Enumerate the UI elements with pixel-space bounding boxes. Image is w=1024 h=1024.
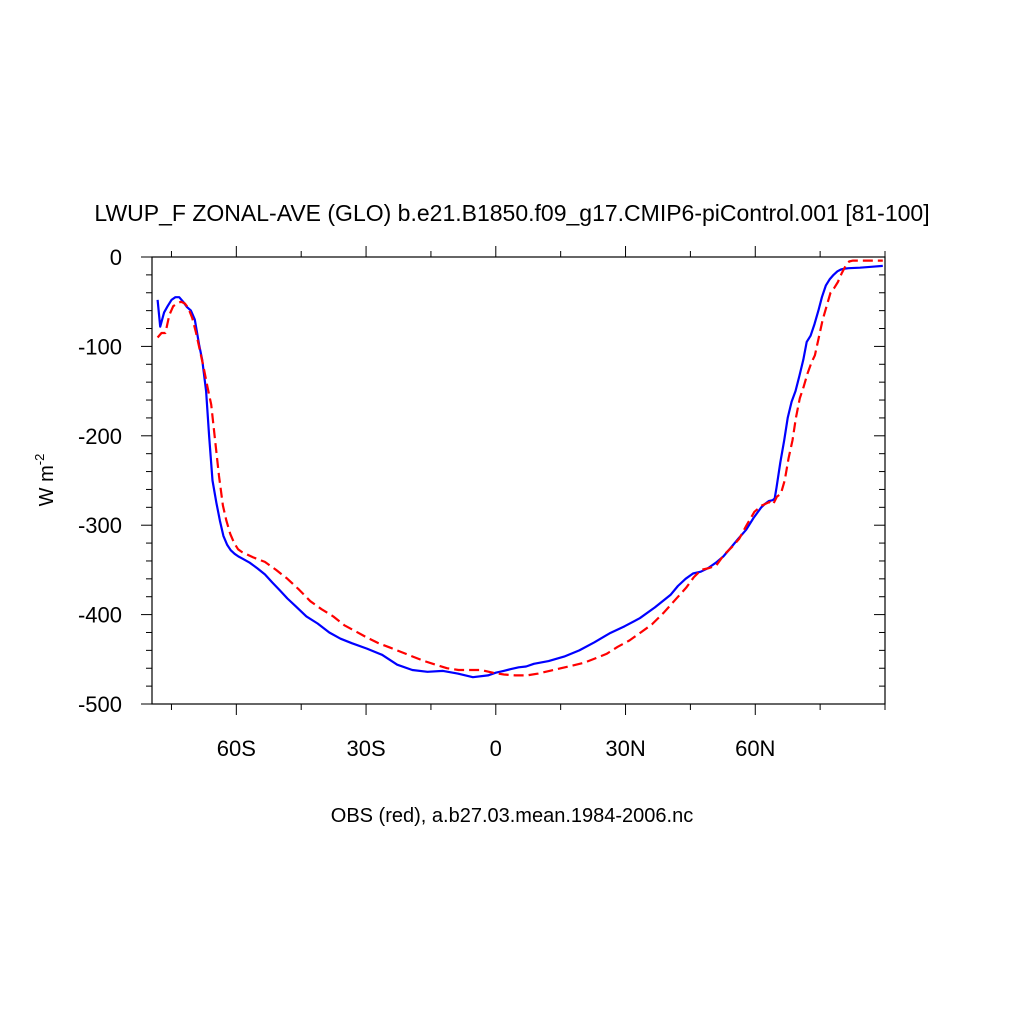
plot-series xyxy=(156,259,883,679)
series-line-model xyxy=(156,264,883,679)
x-axis-ticks: 60S 30S 0 30N 60N xyxy=(170,246,886,761)
y-tick-label: -100 xyxy=(78,334,122,359)
x-tick-label: 30S xyxy=(346,736,385,761)
y-tick-label: 0 xyxy=(110,245,122,270)
y-axis-label-superscript: -2 xyxy=(32,454,47,466)
y-tick-label: -400 xyxy=(78,603,122,628)
series-line-obs xyxy=(156,259,883,677)
y-axis-label: W m-2 xyxy=(32,454,58,507)
y-tick-label: -200 xyxy=(78,424,122,449)
y-axis-label-text: W m xyxy=(36,465,58,506)
x-axis-label: OBS (red), a.b27.03.mean.1984-2006.nc xyxy=(331,805,693,827)
x-tick-label: 60N xyxy=(735,736,775,761)
x-tick-label: 30N xyxy=(605,736,645,761)
y-tick-label: -500 xyxy=(78,692,122,717)
x-tick-label: 0 xyxy=(490,736,502,761)
chart-title: LWUP_F ZONAL-AVE (GLO) b.e21.B1850.f09_g… xyxy=(94,200,929,226)
y-tick-label: -300 xyxy=(78,513,122,538)
x-tick-label: 60S xyxy=(217,736,256,761)
y-axis-ticks: 0 -100 -200 -300 -400 -500 xyxy=(78,245,885,717)
plot-frame xyxy=(151,256,886,705)
